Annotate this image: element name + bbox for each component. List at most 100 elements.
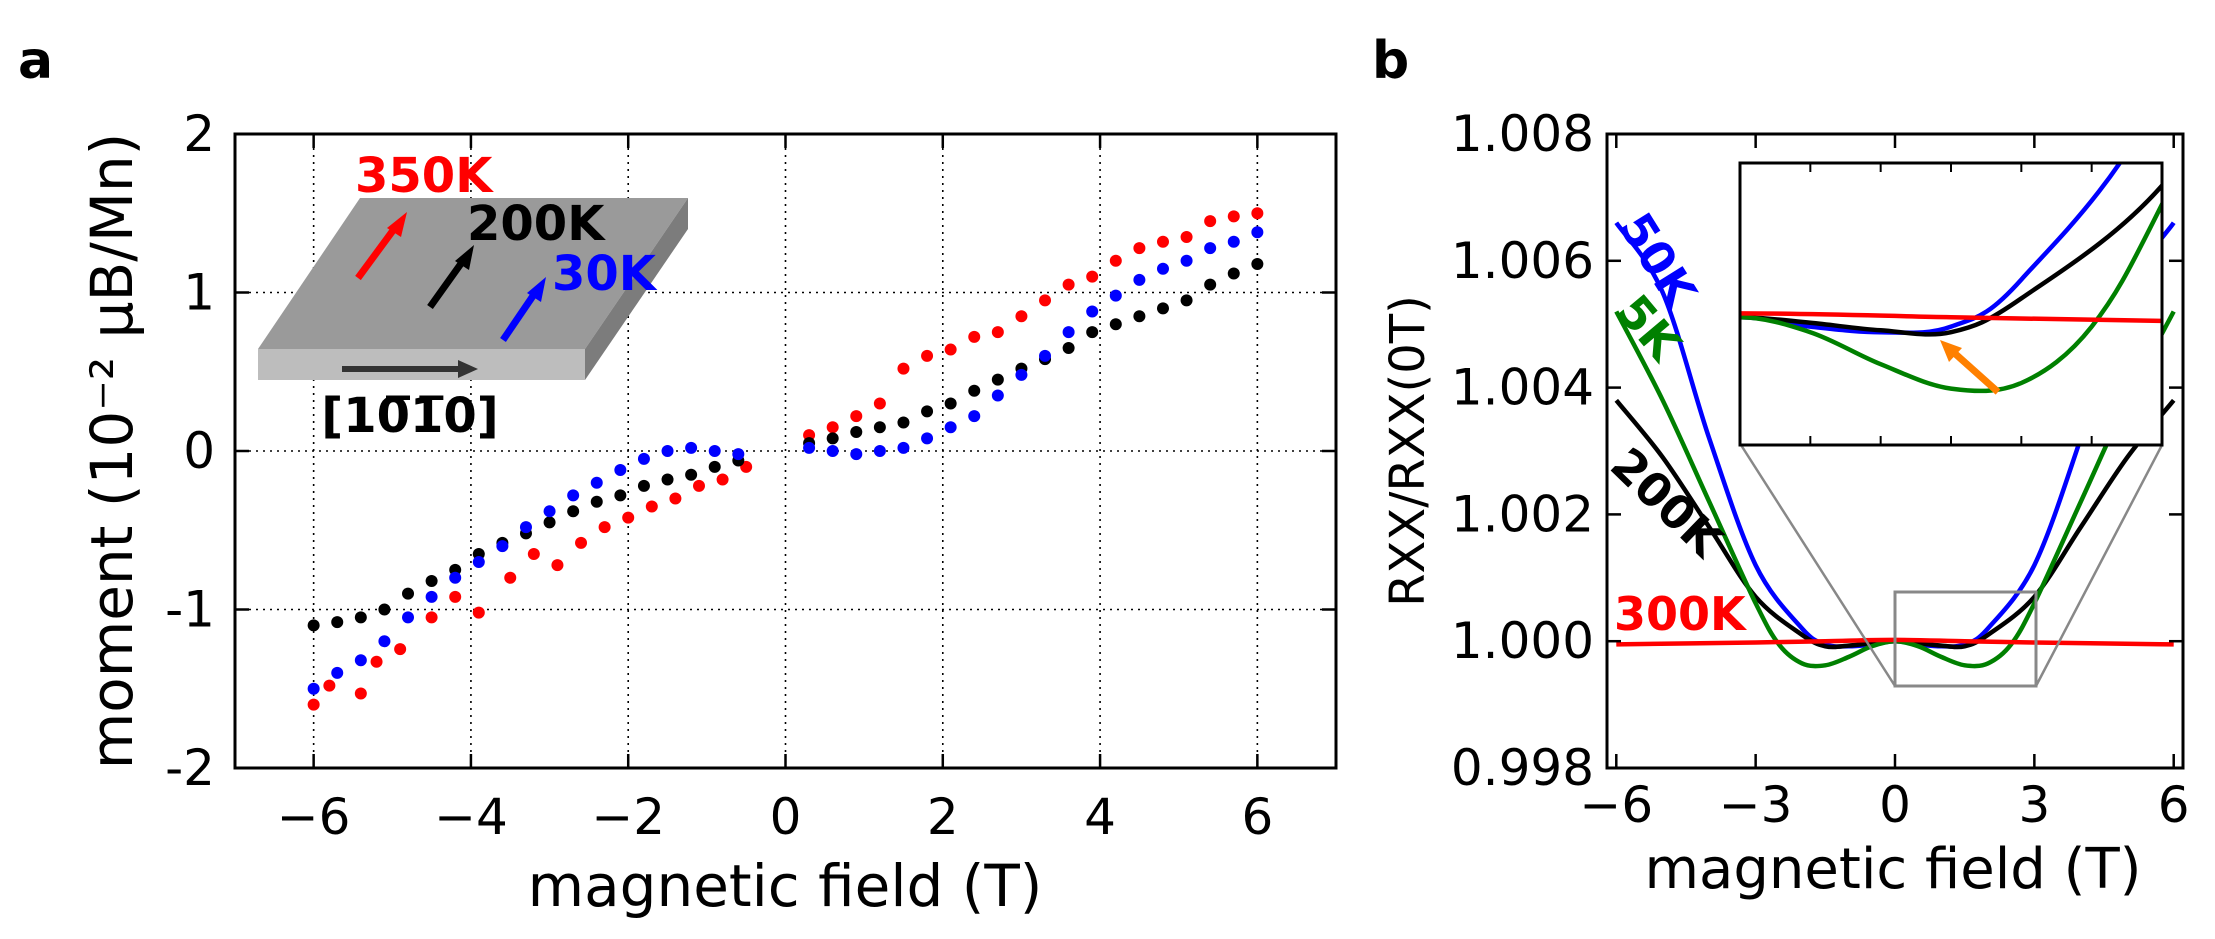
y-tick-label: -2 — [165, 739, 215, 797]
y-tick-label: 1.004 — [1451, 359, 1594, 417]
data-point-350K — [1227, 210, 1240, 223]
y-tick-label: 1.002 — [1451, 485, 1594, 543]
x-tick-label: −3 — [1719, 776, 1793, 834]
arrowhead-30K — [527, 277, 546, 302]
data-point-350K — [622, 511, 635, 524]
data-point-350K — [598, 521, 611, 534]
data-point-350K — [527, 548, 540, 561]
data-point-200K — [354, 611, 367, 624]
data-point-200K — [944, 397, 957, 410]
data-point-200K — [921, 405, 934, 418]
data-point-200K — [1133, 310, 1146, 323]
data-point-350K — [991, 326, 1004, 339]
data-point-30K — [850, 448, 863, 461]
data-point-200K — [1251, 257, 1264, 270]
data-point-30K — [1062, 326, 1075, 339]
inset-background — [1740, 163, 2162, 445]
data-point-200K — [590, 495, 603, 508]
data-point-350K — [449, 590, 462, 603]
data-point-200K — [685, 468, 698, 481]
data-point-30K — [472, 555, 485, 568]
data-point-200K — [826, 432, 839, 445]
slab-front-face — [258, 349, 585, 380]
data-point-350K — [1039, 294, 1052, 307]
x-tick-label: 6 — [1241, 788, 1273, 846]
data-point-30K — [968, 410, 981, 423]
data-point-350K — [307, 698, 320, 711]
data-point-200K — [331, 616, 344, 629]
data-point-200K — [850, 425, 863, 438]
arrowhead-200K — [455, 245, 474, 270]
arrow-350K — [355, 222, 400, 281]
arrowhead-350K — [387, 212, 407, 237]
data-point-350K — [1251, 207, 1264, 220]
data-point-30K — [732, 448, 745, 461]
panel-a-label: a — [18, 31, 53, 91]
data-point-30K — [1109, 289, 1122, 302]
zoom-connector-right — [2034, 444, 2164, 687]
data-point-200K — [991, 373, 1004, 386]
data-point-200K — [1227, 267, 1240, 280]
panel-b-ticks: −6 −3 0 3 6 0.998 1.000 1.002 1.004 1.006 1.008 — [1451, 105, 2190, 834]
data-point-200K — [425, 574, 438, 587]
x-tick-label: −2 — [591, 788, 665, 846]
x-tick-label: 0 — [770, 788, 802, 846]
data-point-350K — [921, 349, 934, 362]
data-point-350K — [1109, 254, 1122, 267]
x-tick-label: −6 — [277, 788, 351, 846]
data-point-200K — [567, 505, 580, 518]
panel-a-ticks: −6 −4 −2 0 2 4 6 -2 -1 0 1 2 — [165, 105, 1336, 846]
label-30K: 30K — [552, 246, 658, 302]
data-point-350K — [692, 479, 705, 492]
direction-arrowhead — [458, 360, 478, 378]
x-tick-label: 2 — [927, 788, 959, 846]
data-point-200K — [307, 619, 320, 632]
x-tick-label: 6 — [2158, 776, 2190, 834]
data-point-200K — [378, 603, 391, 616]
data-point-350K — [968, 330, 981, 343]
data-point-30K — [1039, 349, 1052, 362]
data-point-350K — [850, 410, 863, 423]
data-point-30K — [873, 445, 886, 457]
x-tick-label: −6 — [1579, 776, 1653, 834]
y-tick-label: 0.998 — [1451, 739, 1594, 797]
data-point-30K — [354, 654, 367, 667]
data-point-200K — [1109, 318, 1122, 331]
slab-top-face — [258, 198, 688, 349]
data-point-350K — [1062, 278, 1075, 291]
data-point-200K — [1156, 302, 1169, 315]
data-point-30K — [944, 421, 957, 434]
data-point-30K — [661, 445, 674, 457]
y-tick-label: 0 — [183, 422, 215, 480]
data-point-200K — [543, 516, 556, 529]
data-point-200K — [1086, 326, 1099, 339]
data-point-350K — [1204, 215, 1217, 228]
label-200K: 200K — [467, 196, 606, 252]
data-point-30K — [1015, 368, 1028, 381]
arrow-200K — [427, 255, 468, 310]
data-point-200K — [897, 416, 910, 429]
data-point-30K — [590, 476, 603, 489]
data-point-30K — [449, 571, 462, 584]
data-point-30K — [519, 521, 532, 534]
data-point-30K — [1251, 226, 1264, 239]
zoom-connector-left — [1739, 444, 1897, 687]
data-point-30K — [1180, 254, 1193, 267]
panel-a-inset-slab: [10̅1̅0] 350K 200K 30K — [258, 148, 688, 444]
data-point-200K — [402, 587, 415, 600]
x-tick-label: 4 — [1084, 788, 1116, 846]
data-point-30K — [921, 432, 934, 445]
data-point-30K — [425, 590, 438, 603]
data-point-30K — [378, 635, 391, 648]
data-point-350K — [354, 687, 367, 700]
panel-a-ylabel: moment (10⁻² μB/Mn) — [78, 133, 146, 770]
zoom-box — [1893, 590, 2038, 688]
data-point-30K — [991, 389, 1004, 402]
data-point-30K — [402, 611, 415, 624]
data-point-350K — [551, 559, 564, 572]
data-point-30K — [826, 445, 839, 457]
slab-side-face — [585, 198, 688, 380]
data-point-200K — [1180, 294, 1193, 307]
data-point-350K — [873, 397, 886, 410]
